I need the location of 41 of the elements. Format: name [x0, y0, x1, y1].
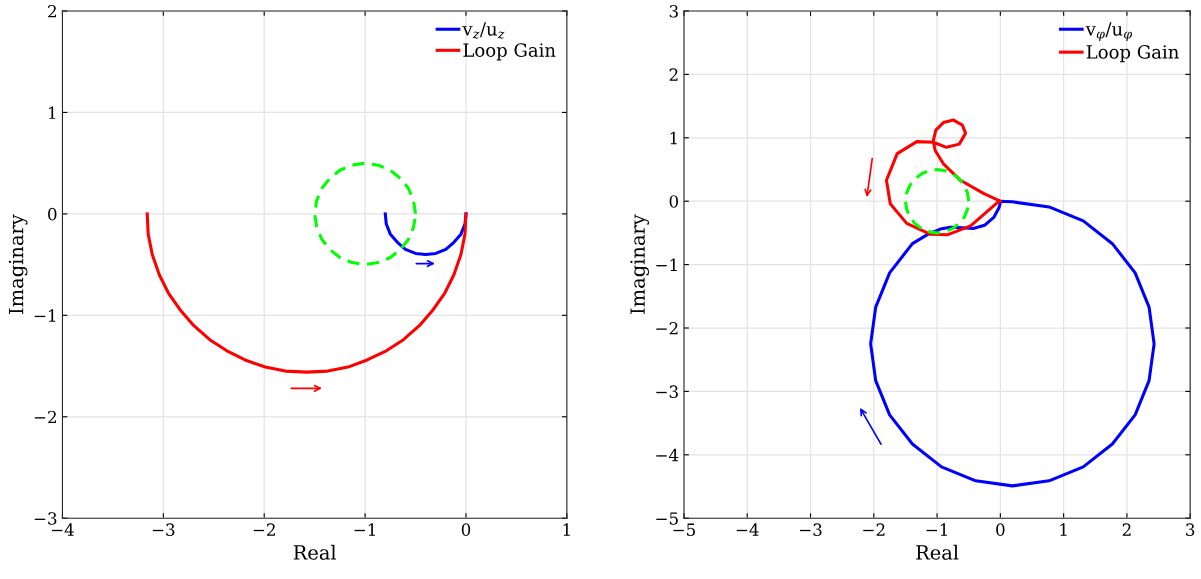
y-tick-label: −3 — [34, 512, 57, 525]
y-axis-title: Imaginary — [8, 214, 28, 314]
y-tick-label: −4 — [656, 448, 679, 462]
x-tick-label: 0 — [996, 523, 1005, 536]
x-axis-title: Real — [293, 544, 337, 560]
legend-label: Loop Gain — [463, 43, 556, 61]
x-tick-label: −1 — [926, 523, 947, 536]
y-tick-label: −2 — [656, 321, 678, 335]
x-tick-label: 0 — [461, 523, 471, 536]
y-tick-label: −1 — [34, 309, 56, 322]
y-tick-label: −5 — [656, 512, 678, 525]
line-series — [903, 167, 971, 235]
x-tick-label: 1 — [563, 523, 570, 536]
y-axis-title: Imaginary — [630, 214, 649, 314]
x-tick-label: 3 — [1186, 523, 1195, 536]
y-tick-label: 3 — [669, 4, 678, 18]
y-tick-label: −1 — [656, 258, 677, 271]
legend-label: v$_{z}$/u$_{z}$ — [462, 22, 505, 39]
y-tick-label: −3 — [656, 385, 678, 398]
x-tick-label: −4 — [736, 523, 759, 536]
y-tick-label: −2 — [34, 410, 56, 424]
y-tick-label: 1 — [49, 106, 56, 119]
x-tick-label: 2 — [1122, 523, 1131, 536]
legend-label: v$_{φ}$/u$_{φ}$ — [1085, 22, 1132, 41]
line-series — [145, 212, 468, 374]
y-tick-label: 2 — [669, 68, 678, 81]
line-series — [869, 199, 1156, 488]
line-series — [313, 161, 418, 267]
y-tick-label: 2 — [48, 4, 56, 18]
y-tick-label: 0 — [48, 207, 57, 221]
line-series — [884, 118, 1002, 237]
x-tick-label: −3 — [800, 523, 822, 536]
x-tick-label: −1 — [354, 523, 376, 536]
legend-label: Loop Gain — [1086, 45, 1179, 63]
y-tick-label: 0 — [669, 195, 678, 208]
x-axis-title: Real — [916, 544, 959, 560]
x-tick-label: 1 — [1060, 523, 1067, 536]
x-tick-label: −3 — [152, 523, 175, 536]
x-tick-label: −2 — [863, 523, 885, 536]
x-tick-label: −2 — [253, 523, 275, 536]
y-tick-label: 1 — [670, 131, 677, 145]
